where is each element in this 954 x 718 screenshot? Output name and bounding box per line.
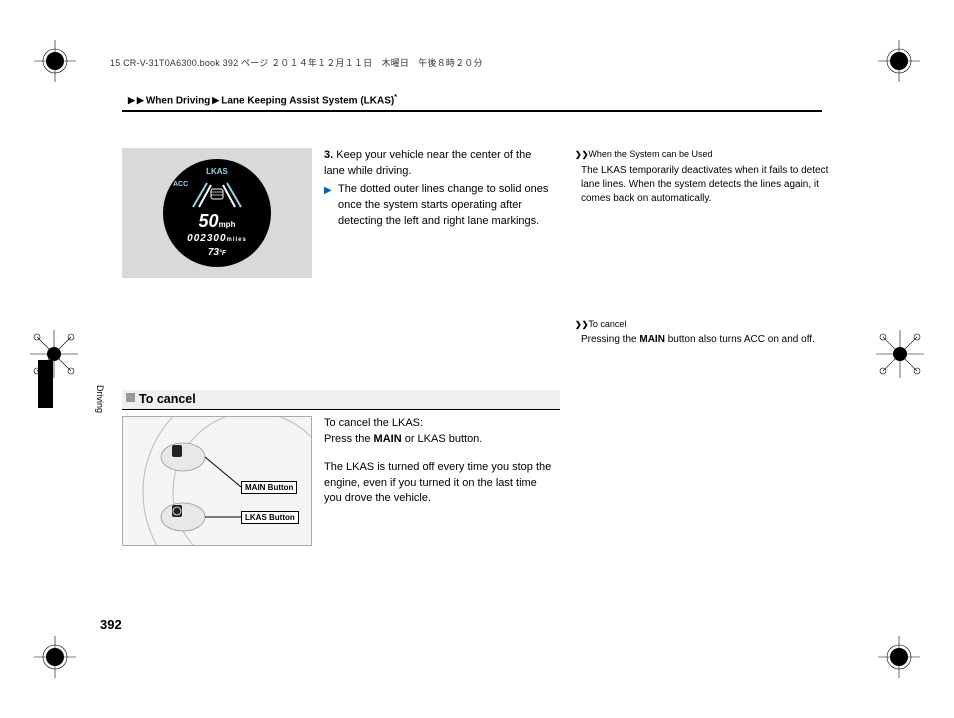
breadcrumb-level-2: Lane Keeping Assist System (LKAS)	[221, 95, 394, 106]
chevron-right-icon: ▶	[212, 95, 219, 105]
section-header-to-cancel: To cancel	[122, 390, 560, 410]
gauge-temp-value: 73	[208, 247, 219, 258]
step-sub-text: The dotted outer lines change to solid o…	[338, 183, 548, 227]
triangle-bullet-icon: ▶	[324, 184, 332, 199]
lkas-button-label: LKAS Button	[241, 511, 299, 524]
note-header-2: ❯❯To cancel	[575, 318, 850, 331]
crop-mark-icon	[878, 40, 920, 82]
side-section-label: Driving	[95, 385, 105, 413]
gauge-lkas-label: LKAS	[163, 167, 271, 176]
gauge-temp: 73°F	[163, 247, 271, 258]
note-body-2: Pressing the MAIN button also turns ACC …	[581, 333, 850, 347]
instruction-step-3: 3. Keep your vehicle near the center of …	[324, 148, 552, 230]
note-title-1: When the System can be Used	[588, 149, 712, 159]
crop-mark-icon	[34, 40, 76, 82]
step-number: 3.	[324, 149, 333, 161]
main-button-label: MAIN Button	[241, 481, 297, 494]
double-chevron-icon: ❯❯	[575, 150, 588, 159]
gauge-acc-label: ACC	[173, 181, 188, 188]
cancel-main-bold: MAIN	[374, 433, 402, 445]
steering-wheel-illustration: MAIN Button LKAS Button	[122, 416, 312, 546]
square-bullet-icon	[126, 393, 135, 402]
horizontal-rule	[122, 110, 822, 112]
section-title-text: To cancel	[139, 392, 196, 406]
double-chevron-icon: ❯❯	[575, 320, 588, 329]
cancel-body: The LKAS is turned off every time you st…	[324, 460, 552, 508]
note-body-1: The LKAS temporarily deactivates when it…	[581, 164, 850, 206]
step-text: Keep your vehicle near the center of the…	[324, 149, 531, 177]
side-notes-column: ❯❯When the System can be Used The LKAS t…	[575, 148, 850, 363]
step-sub-bullet: ▶ The dotted outer lines change to solid…	[338, 182, 552, 230]
side-tab-marker	[38, 360, 53, 408]
page-number: 392	[100, 617, 122, 632]
gauge-odo-value: 002300	[187, 233, 226, 244]
gauge-speed-value: 50	[199, 211, 219, 231]
note-header-1: ❯❯When the System can be Used	[575, 148, 850, 161]
gauge-odometer: 002300miles	[163, 233, 271, 244]
breadcrumb-level-1: When Driving	[146, 95, 210, 106]
crop-mark-icon	[876, 330, 924, 378]
main-content-left: LKAS ACC 50mph 002300miles 73°F 3. Keep …	[122, 148, 552, 546]
cancel-intro: To cancel the LKAS:	[324, 416, 552, 432]
note-main-bold: MAIN	[639, 334, 665, 345]
cancel-press-line: Press the MAIN or LKAS button.	[324, 432, 552, 448]
crop-mark-icon	[878, 636, 920, 678]
cancel-instructions: To cancel the LKAS: Press the MAIN or LK…	[324, 416, 552, 508]
gauge-speed: 50mph	[163, 211, 271, 232]
lane-lines-icon	[191, 181, 243, 209]
gauge-speed-unit: mph	[219, 220, 236, 229]
chevron-right-icon: ▶	[137, 95, 144, 105]
crop-mark-icon	[34, 636, 76, 678]
gauge-temp-unit: °F	[219, 250, 226, 257]
breadcrumb: ▶▶When Driving▶Lane Keeping Assist Syste…	[128, 94, 397, 106]
gauge-odo-unit: miles	[227, 237, 247, 243]
chevron-right-icon: ▶	[128, 95, 135, 105]
note-title-2: To cancel	[588, 319, 626, 329]
gauge-display: LKAS ACC 50mph 002300miles 73°F	[163, 159, 271, 267]
footnote-star: *	[394, 94, 397, 101]
gauge-illustration: LKAS ACC 50mph 002300miles 73°F	[122, 148, 312, 278]
print-header-text: 15 CR-V-31T0A6300.book 392 ページ ２０１４年１２月１…	[110, 56, 483, 69]
